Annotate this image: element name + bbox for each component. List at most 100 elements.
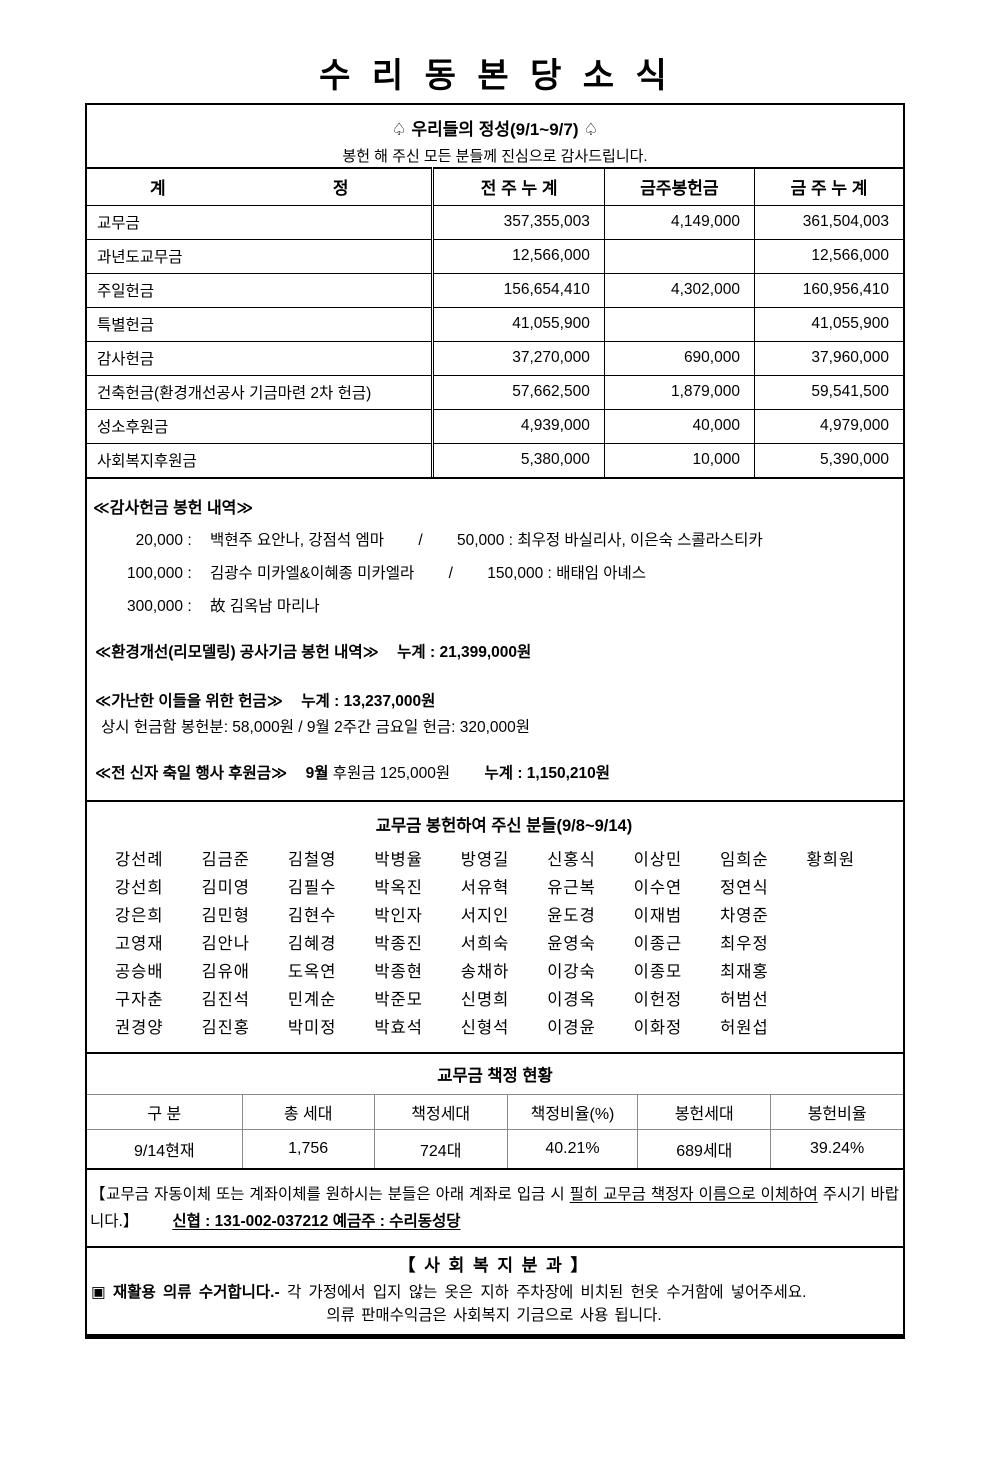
thanks-amount: 20,000 <box>135 532 183 549</box>
donor-name: 김민형 <box>201 907 250 925</box>
row-week-offering: 1,879,000 <box>603 374 755 409</box>
feast-fund-title: ≪전 신자 축일 행사 후원금≫ <box>95 765 288 782</box>
donor-name: 민계순 <box>287 991 337 1009</box>
donor-name: 최재홍 <box>720 963 769 981</box>
donor-name: 김금준 <box>201 851 250 869</box>
feast-fund-month: 9월 <box>305 765 329 782</box>
donor-name: 임희순 <box>720 851 769 869</box>
remodeling-fund-total: 누계 : 21,399,000원 <box>397 644 532 661</box>
col-header-prev-total: 전 주 누 계 <box>431 168 605 206</box>
donor-name <box>807 958 893 986</box>
poor-fund-title: ≪가난한 이들을 위한 헌금≫ <box>95 693 283 710</box>
row-prev-total: 4,939,000 <box>431 408 605 443</box>
donor-grid: 강선례 김금준 김철영 박병율 방영길 신홍식 이상민 임희순 황희원 강선희 김미영 김필수 박옥진… <box>115 846 893 1042</box>
row-prev-total: 37,270,000 <box>431 340 605 375</box>
thanks-amount2: 150,000 : <box>487 565 552 582</box>
thanks-sep: : <box>187 532 192 549</box>
col-header-account: 계 정 <box>87 168 433 206</box>
donor-name <box>807 1014 893 1042</box>
table-row: 건축헌금(환경개선공사 기금마련 2차 헌금) 57,662,500 1,879… <box>87 374 903 409</box>
notice-underlined: 필히 교무금 책정자 이름으로 이체하여 <box>569 1185 818 1203</box>
table-row: 감사헌금 37,270,000 690,000 37,960,000 <box>87 340 903 375</box>
row-label: 사회복지후원금 <box>87 442 433 477</box>
assessment-header-row: 구 분 총 세대 책정세대 책정비율(%) 봉헌세대 봉헌비율 <box>87 1094 903 1130</box>
row-week-total: 361,504,003 <box>753 204 903 239</box>
donor-name: 이화정 <box>633 1019 683 1037</box>
assess-offered-ratio: 39.24% <box>770 1129 903 1168</box>
donor-name <box>807 930 893 958</box>
donor-name: 이헌정 <box>633 991 683 1009</box>
donor-name: 이종모 <box>633 963 683 981</box>
table-row: 과년도교무금 12,566,000 12,566,000 <box>87 238 903 273</box>
donor-name: 박종진 <box>374 935 423 953</box>
row-label: 성소후원금 <box>87 408 433 443</box>
donor-name: 이경옥 <box>547 991 596 1009</box>
donor-name: 김진석 <box>201 991 250 1009</box>
table-row: 특별헌금 41,055,900 41,055,900 <box>87 306 903 341</box>
donor-name: 권경양 <box>115 1019 164 1037</box>
thanks-amount: 300,000 <box>126 598 183 615</box>
assess-assessed: 724대 <box>374 1129 508 1168</box>
row-week-offering: 40,000 <box>603 408 755 443</box>
thanks-line: 20,000 : 백현주 요안나, 강점석 엠마 / 50,000 : 최우정 … <box>93 531 895 551</box>
assess-col-total-households: 총 세대 <box>242 1094 375 1130</box>
assess-col-offered: 봉헌세대 <box>637 1094 772 1130</box>
donor-name: 김진홍 <box>201 1019 250 1037</box>
thanks-line: 300,000 : 故 김옥남 마리나 <box>93 597 895 617</box>
assess-total-households: 1,756 <box>242 1129 375 1168</box>
thanks-offering-section: ≪감사헌금 봉헌 내역≫ 20,000 : 백현주 요안나, 강점석 엠마 / … <box>87 477 903 800</box>
assess-col-assessed: 책정세대 <box>374 1094 508 1130</box>
donor-name: 공승배 <box>115 963 164 981</box>
donor-name: 이경윤 <box>547 1019 596 1037</box>
thanks-slash: / <box>448 565 453 582</box>
feast-fund-total: 누계 : 1,150,210원 <box>484 765 611 782</box>
poor-fund-detail: 상시 헌금함 봉헌분: 58,000원 / 9월 2주간 금요일 헌금: 320… <box>101 719 531 736</box>
donor-name: 차영준 <box>720 907 769 925</box>
row-week-offering <box>603 238 755 273</box>
donor-name <box>807 874 893 902</box>
thanks-offering-title: ≪감사헌금 봉헌 내역≫ <box>93 500 254 517</box>
donors-title: 교무금 봉헌하여 주신 분들(9/8~9/14) <box>375 817 633 835</box>
thanks-amount: 100,000 <box>126 565 183 582</box>
row-week-total: 59,541,500 <box>753 374 903 409</box>
donor-name: 박병율 <box>374 851 423 869</box>
donor-name: 이강숙 <box>547 963 596 981</box>
row-week-total: 160,956,410 <box>753 272 903 307</box>
assessment-title: 교무금 책정 현황 <box>437 1067 553 1085</box>
row-label: 과년도교무금 <box>87 238 433 273</box>
donors-section: 교무금 봉헌하여 주신 분들(9/8~9/14) 강선례 김금준 김철영 박병율 방영길… <box>87 800 903 1052</box>
donor-name: 박인자 <box>374 907 423 925</box>
donor-name: 김현수 <box>287 907 337 925</box>
row-week-total: 37,960,000 <box>753 340 903 375</box>
feast-fund-line: ≪전 신자 축일 행사 후원금≫ 9월 후원금 125,000원 누계 : 1,… <box>93 764 895 784</box>
donor-name: 박효석 <box>374 1019 423 1037</box>
welfare-title: 【 사 회 복 지 분 과 】 <box>398 1255 590 1275</box>
row-prev-total: 41,055,900 <box>431 306 605 341</box>
donor-name: 정연식 <box>720 879 769 897</box>
donor-name: 서희숙 <box>460 935 510 953</box>
poor-fund-total: 누계 : 13,237,000원 <box>301 693 436 710</box>
donor-name: 황희원 <box>806 851 856 869</box>
bulletin-box: ♤ 우리들의 정성(9/1~9/7) ♤ 봉헌 해 주신 모든 분들께 진심으로… <box>85 103 905 1339</box>
transfer-notice: 【교무금 자동이체 또는 계좌이체를 원하시는 분들은 아래 계좌로 입금 시 … <box>87 1167 903 1246</box>
row-week-total: 12,566,000 <box>753 238 903 273</box>
row-label: 특별헌금 <box>87 306 433 341</box>
col-header-week-total: 금 주 누 계 <box>753 168 903 206</box>
row-week-total: 41,055,900 <box>753 306 903 341</box>
thanks-names2: 배태임 아녜스 <box>556 565 647 582</box>
donor-name: 신형석 <box>460 1019 510 1037</box>
assess-col-category: 구 분 <box>87 1094 243 1130</box>
table-row: 주일헌금 156,654,410 4,302,000 160,956,410 <box>87 272 903 307</box>
thanks-names2: 최우정 바실리사, 이은숙 스콜라스티카 <box>517 532 763 549</box>
remodeling-fund-line: ≪환경개선(리모델링) 공사기금 봉헌 내역≫ 누계 : 21,399,000원 <box>93 643 895 663</box>
donor-name: 고영재 <box>115 935 164 953</box>
row-prev-total: 57,662,500 <box>431 374 605 409</box>
row-week-offering: 10,000 <box>603 442 755 477</box>
donor-name: 윤도경 <box>547 907 596 925</box>
table-row: 교무금 357,355,003 4,149,000 361,504,003 <box>87 204 903 239</box>
devotion-heading: ♤ 우리들의 정성(9/1~9/7) ♤ <box>391 120 599 139</box>
donor-name: 김미영 <box>201 879 250 897</box>
thanks-sep: : <box>187 565 192 582</box>
donor-name: 허범선 <box>720 991 769 1009</box>
thanks-sep: : <box>187 598 192 615</box>
